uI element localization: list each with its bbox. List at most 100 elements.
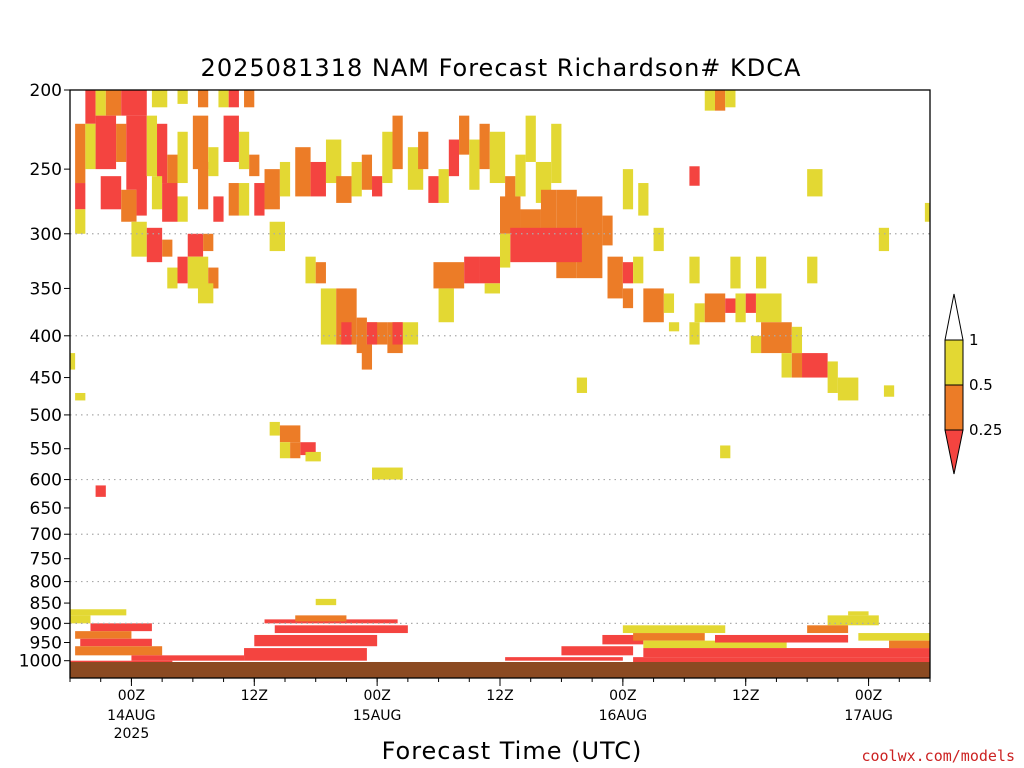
heatmap-cell [402, 322, 419, 345]
heatmap-cell [208, 267, 219, 289]
heatmap-cell [525, 115, 536, 162]
y-tick-label: 650 [30, 499, 62, 519]
heatmap-cell [269, 421, 280, 436]
legend-label: 0.25 [969, 421, 1002, 439]
heatmap-cell [187, 256, 209, 289]
y-tick-label: 450 [30, 369, 62, 389]
heatmap-cell [116, 123, 127, 162]
heatmap-cell [274, 625, 408, 634]
heatmap-cell [755, 256, 767, 289]
heatmap-cell [325, 139, 342, 184]
heatmap-cell [858, 633, 930, 641]
heatmap-cell [177, 90, 188, 104]
heatmap-cell [484, 283, 500, 294]
heatmap-cell [305, 451, 321, 462]
heatmap-cell [561, 646, 634, 656]
heatmap-cell [827, 615, 879, 626]
heatmap-cell [382, 131, 393, 184]
heatmap-cell [320, 288, 337, 345]
heatmap-cell [643, 640, 787, 649]
heatmap-cell [151, 90, 168, 108]
heatmap-cell [146, 115, 158, 177]
heatmap-cell [121, 90, 147, 116]
heatmap-cell [433, 262, 465, 289]
heatmap-cell [781, 353, 792, 378]
x-axis-label: Forecast Time (UTC) [382, 737, 643, 765]
heatmap-cell [162, 183, 178, 222]
heatmap-cell [520, 209, 541, 234]
heatmap-cell [80, 638, 152, 647]
heatmap-cell [315, 262, 326, 284]
heatmap-cell [300, 442, 316, 456]
heatmap-cell [244, 90, 255, 108]
credit-text: coolwx.com/models [861, 747, 1015, 765]
heatmap-cell [653, 227, 664, 252]
y-tick-label: 600 [30, 471, 62, 491]
heatmap-cell [295, 615, 347, 622]
heatmap-cell [85, 90, 96, 124]
heatmap-cell [187, 233, 204, 257]
heatmap-cell [602, 215, 613, 246]
heatmap-cell [807, 625, 849, 634]
x-tick-sublabel: 2025 [114, 726, 150, 742]
heatmap-cell [279, 161, 291, 197]
heatmap-cell [761, 322, 792, 354]
heatmap-cell [633, 633, 705, 641]
y-tick-label: 950 [30, 634, 62, 654]
heatmap-cell [643, 288, 664, 323]
heatmap-cell [249, 154, 260, 177]
heatmap-cell [551, 123, 562, 184]
heatmap-cell [889, 640, 930, 649]
x-tick-sublabel: 16AUG [599, 708, 648, 724]
heatmap-cell [883, 385, 895, 397]
heatmap-cell [361, 344, 373, 370]
heatmap-cell [464, 256, 480, 284]
x-tick-label: 00Z [363, 688, 390, 704]
heatmap-cell [540, 189, 557, 234]
heatmap-cell [720, 445, 731, 459]
heatmap-cell [500, 196, 521, 234]
heatmap-cell [715, 90, 726, 111]
heatmap-cell [827, 361, 838, 393]
heatmap-cell [310, 161, 326, 197]
heatmap-cell [238, 183, 250, 216]
heatmap-cells [70, 90, 930, 665]
heatmap-cell [264, 169, 280, 210]
heatmap-cell [730, 256, 741, 289]
heatmap-cell [162, 239, 173, 257]
heatmap-cell [715, 634, 849, 643]
x-tick-sublabel: 17AUG [844, 708, 893, 724]
heatmap-cell [208, 147, 219, 177]
chart-title: 2025081318 NAM Forecast Richardson# KDCA [201, 54, 802, 82]
heatmap-cell [290, 442, 301, 459]
heatmap-cell [515, 154, 526, 197]
legend-label: 1 [969, 331, 979, 349]
heatmap-cell [75, 183, 86, 210]
heatmap-cell [755, 293, 782, 323]
heatmap-cell [75, 392, 86, 401]
heatmap-cell [505, 657, 623, 661]
heatmap-cell [438, 169, 449, 203]
heatmap-cell [392, 115, 403, 170]
heatmap-cell [392, 322, 403, 345]
y-tick-label: 900 [30, 614, 62, 634]
x-axis: 00Z 14AUG 2025 12Z 00Z 15AUG 12Z 00Z 16AUG 12Z 00Z… [69, 678, 931, 742]
heatmap-cell [576, 377, 588, 393]
heatmap-cell [85, 123, 96, 170]
heatmap-cell [167, 267, 178, 289]
heatmap-cell [622, 169, 634, 210]
heatmap-cell [223, 115, 239, 162]
heatmap-cell [837, 377, 859, 401]
heatmap-cell [95, 90, 106, 116]
heatmap-cell [469, 139, 480, 190]
heatmap-cell [878, 227, 890, 252]
heatmap-cell [90, 623, 152, 632]
y-tick-label: 200 [30, 81, 62, 101]
heatmap-cell [203, 233, 214, 252]
heatmap-cell [663, 293, 675, 313]
heatmap-cell [95, 485, 106, 497]
heatmap-cell [372, 176, 383, 197]
heatmap-cell [924, 202, 930, 222]
heatmap-cell [197, 283, 214, 304]
y-tick-label: 350 [30, 279, 62, 299]
